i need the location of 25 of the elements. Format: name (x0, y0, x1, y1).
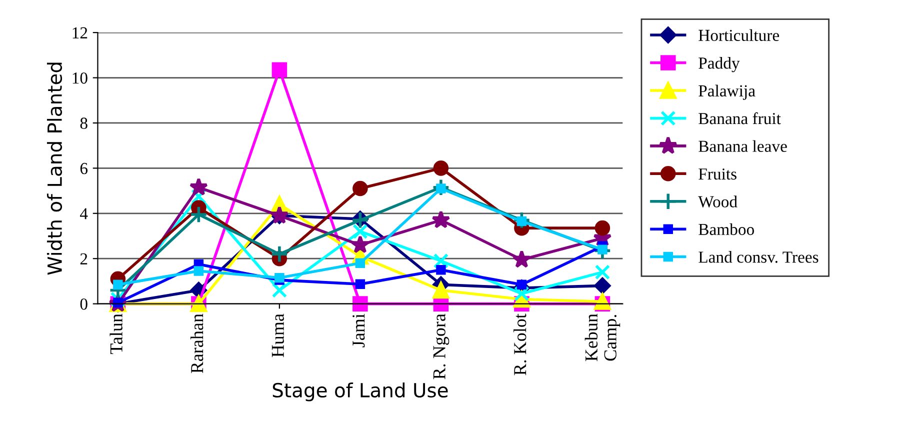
x-tick-label: R. Ngora (433, 314, 450, 380)
x-tick-label: Kebun Camp. (584, 314, 620, 362)
x-tick-label: Huma (272, 314, 284, 358)
legend-label: Banana leave (698, 140, 787, 152)
legend-label: Horticulture (698, 29, 780, 42)
x-tick-label: Jami (352, 314, 365, 348)
y-axis-title: Width of Land Planted (46, 62, 62, 275)
y-tick-label: 0 (80, 298, 88, 310)
legend-label: Fruits (698, 168, 736, 180)
x-tick-label: Rarahan (190, 314, 204, 374)
y-tick-label: 8 (80, 118, 88, 129)
y-tick-label: 4 (80, 208, 88, 220)
legend-label: Palawija (698, 84, 756, 100)
legend-label: Bamboo (698, 223, 754, 236)
y-tick-label: 10 (72, 72, 88, 84)
legend-label: Banana fruit (698, 112, 781, 124)
y-tick-label: 2 (80, 253, 88, 264)
legend-label: Wood (698, 196, 738, 208)
x-tick-label: R. Kolot (514, 314, 526, 376)
y-tick-label: 12 (72, 27, 88, 38)
legend-label: Paddy (698, 57, 740, 72)
y-tick-label: 6 (80, 162, 88, 174)
legend-label: Land consv. Trees (698, 251, 818, 263)
x-axis-title: Stage of Land Use (272, 382, 448, 402)
x-tick-label: Talun (110, 314, 122, 354)
